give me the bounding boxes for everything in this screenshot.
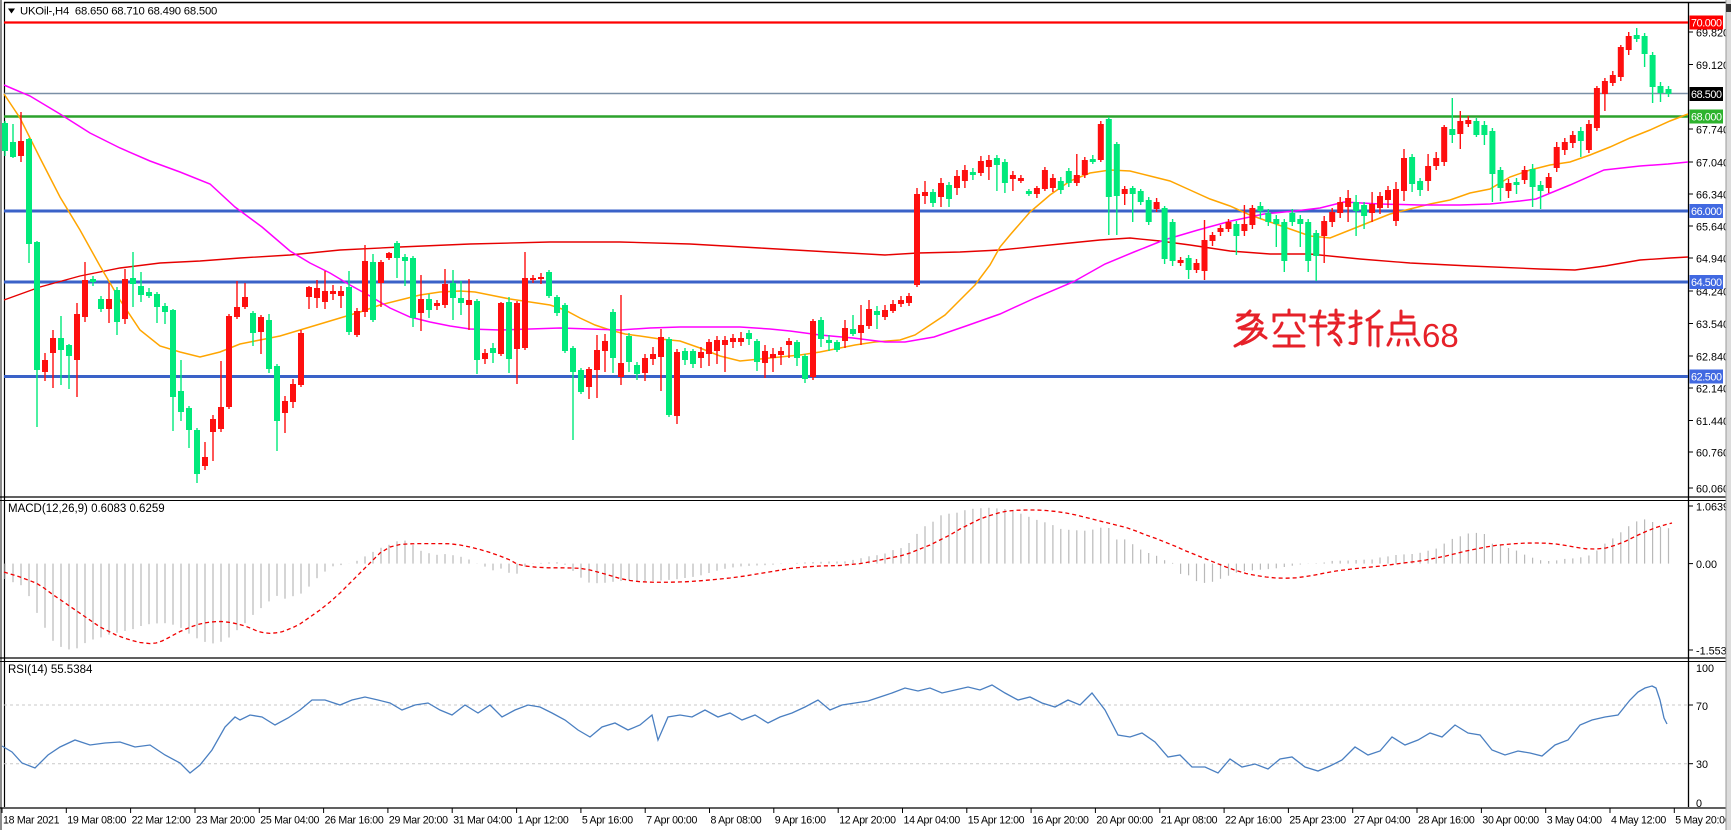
svg-text:25 Mar 04:00: 25 Mar 04:00 — [260, 815, 319, 827]
svg-text:63.540: 63.540 — [1696, 319, 1729, 331]
svg-text:30: 30 — [1696, 759, 1708, 771]
svg-text:15 Apr 12:00: 15 Apr 12:00 — [968, 815, 1025, 827]
svg-text:67.040: 67.040 — [1696, 158, 1729, 170]
svg-text:70.000: 70.000 — [1691, 18, 1722, 30]
svg-text:30 Apr 00:00: 30 Apr 00:00 — [1482, 815, 1539, 827]
svg-text:23 Mar 20:00: 23 Mar 20:00 — [196, 815, 255, 827]
svg-text:100: 100 — [1696, 663, 1714, 675]
svg-text:31 Mar 04:00: 31 Mar 04:00 — [453, 815, 512, 827]
svg-text:29 Mar 20:00: 29 Mar 20:00 — [389, 815, 448, 827]
svg-text:61.440: 61.440 — [1696, 416, 1729, 428]
svg-text:MACD(12,26,9) 0.6083 0.6259: MACD(12,26,9) 0.6083 0.6259 — [8, 503, 165, 515]
svg-text:4 May 12:00: 4 May 12:00 — [1611, 815, 1666, 827]
svg-text:68.500: 68.500 — [1691, 89, 1722, 101]
svg-text:69.820: 69.820 — [1696, 28, 1729, 40]
svg-text:18 Mar 2021: 18 Mar 2021 — [3, 815, 60, 827]
svg-text:67.740: 67.740 — [1696, 125, 1729, 137]
svg-text:62.840: 62.840 — [1696, 352, 1729, 364]
svg-text:5 May 20:00: 5 May 20:00 — [1675, 815, 1730, 827]
svg-text:UKOil-,H4 68.650 68.710 68.49: UKOil-,H4 68.650 68.710 68.490 68.500 — [20, 6, 217, 18]
svg-text:26 Mar 16:00: 26 Mar 16:00 — [325, 815, 384, 827]
svg-text:16 Apr 20:00: 16 Apr 20:00 — [1032, 815, 1089, 827]
svg-text:66.000: 66.000 — [1691, 206, 1722, 218]
svg-text:28 Apr 16:00: 28 Apr 16:00 — [1418, 815, 1475, 827]
svg-text:62.500: 62.500 — [1691, 372, 1722, 384]
svg-text:60.060: 60.060 — [1696, 484, 1729, 496]
svg-text:1.0639: 1.0639 — [1696, 502, 1729, 514]
svg-text:8 Apr 08:00: 8 Apr 08:00 — [711, 815, 762, 827]
svg-text:-1.5536: -1.5536 — [1696, 646, 1731, 658]
svg-text:22 Mar 12:00: 22 Mar 12:00 — [132, 815, 191, 827]
svg-text:1 Apr 12:00: 1 Apr 12:00 — [518, 815, 569, 827]
svg-text:69.120: 69.120 — [1696, 60, 1729, 72]
svg-text:68.000: 68.000 — [1691, 112, 1722, 124]
svg-text:21 Apr 08:00: 21 Apr 08:00 — [1161, 815, 1218, 827]
svg-text:9 Apr 16:00: 9 Apr 16:00 — [775, 815, 826, 827]
svg-text:19 Mar 08:00: 19 Mar 08:00 — [67, 815, 126, 827]
svg-text:22 Apr 16:00: 22 Apr 16:00 — [1225, 815, 1282, 827]
svg-text:0: 0 — [1696, 798, 1702, 810]
svg-text:65.640: 65.640 — [1696, 222, 1729, 234]
svg-text:70: 70 — [1696, 701, 1708, 713]
svg-text:5 Apr 16:00: 5 Apr 16:00 — [582, 815, 633, 827]
svg-text:27 Apr 04:00: 27 Apr 04:00 — [1354, 815, 1411, 827]
svg-text:64.240: 64.240 — [1696, 287, 1729, 299]
svg-text:60.760: 60.760 — [1696, 448, 1729, 460]
svg-text:68: 68 — [1422, 317, 1459, 354]
svg-text:0.00: 0.00 — [1696, 559, 1717, 571]
svg-text:64.500: 64.500 — [1691, 277, 1722, 289]
svg-text:64.940: 64.940 — [1696, 254, 1729, 266]
svg-text:62.140: 62.140 — [1696, 384, 1729, 396]
svg-text:14 Apr 04:00: 14 Apr 04:00 — [904, 815, 961, 827]
svg-text:7 Apr 00:00: 7 Apr 00:00 — [646, 815, 697, 827]
svg-text:12 Apr 20:00: 12 Apr 20:00 — [839, 815, 896, 827]
svg-text:66.340: 66.340 — [1696, 190, 1729, 202]
svg-text:20 Apr 00:00: 20 Apr 00:00 — [1096, 815, 1153, 827]
svg-text:3 May 04:00: 3 May 04:00 — [1547, 815, 1602, 827]
svg-text:25 Apr 23:00: 25 Apr 23:00 — [1289, 815, 1346, 827]
svg-text:RSI(14) 55.5384: RSI(14) 55.5384 — [8, 664, 93, 676]
